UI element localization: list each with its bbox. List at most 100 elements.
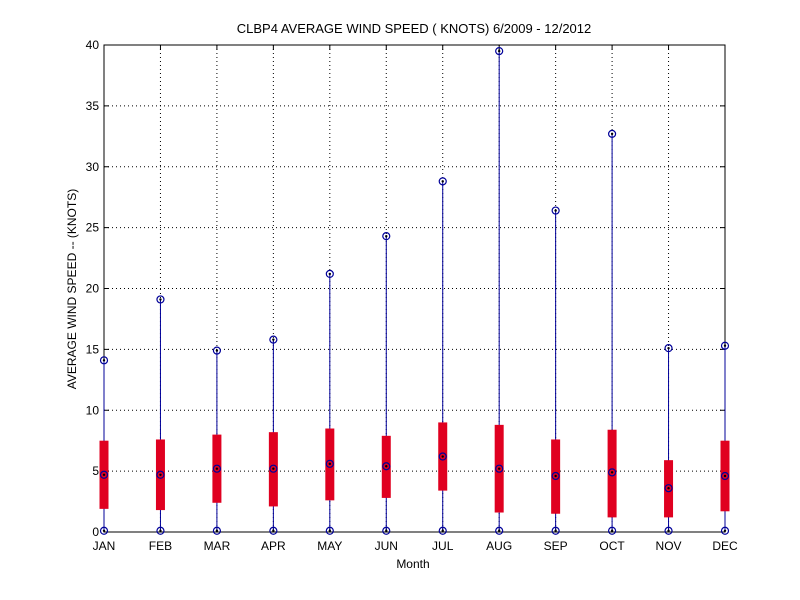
min-dot-jun	[385, 529, 388, 532]
median-dot-oct	[610, 471, 614, 474]
median-marker-feb	[156, 470, 165, 479]
median-marker-nov	[664, 484, 673, 493]
median-marker-jun	[382, 462, 391, 471]
max-marker-jun	[382, 232, 391, 241]
box-jun	[381, 232, 391, 535]
median-dot-nov	[667, 486, 670, 490]
median-dot-jun	[385, 465, 388, 468]
y-tick-label-20: 20	[86, 282, 100, 296]
iqr-box-oct	[607, 429, 617, 518]
min-marker-jul	[438, 526, 447, 535]
max-marker-nov	[664, 344, 673, 353]
max-marker-mar	[212, 346, 222, 355]
box-may	[325, 269, 335, 535]
max-marker-feb	[156, 295, 165, 304]
max-dot-sep	[554, 209, 557, 212]
median-dot-feb	[159, 473, 162, 476]
x-tick-label-feb: FEB	[149, 539, 172, 553]
max-marker-sep	[551, 206, 560, 215]
max-dot-jun	[385, 234, 388, 238]
x-tick-label-sep: SEP	[544, 539, 568, 553]
max-dot-nov	[667, 346, 670, 350]
max-dot-may	[328, 272, 332, 276]
box-nov	[664, 344, 674, 535]
median-marker-mar	[212, 464, 222, 473]
max-marker-jan	[99, 356, 109, 365]
x-tick-label-may: MAY	[317, 539, 342, 553]
median-dot-may	[328, 462, 332, 466]
y-tick-label-30: 30	[86, 160, 100, 174]
x-tick-label-mar: MAR	[204, 539, 231, 553]
min-marker-aug	[495, 526, 504, 535]
median-marker-jan	[99, 470, 109, 479]
x-tick-label-jun: JUN	[375, 539, 398, 553]
min-dot-feb	[159, 529, 162, 532]
max-dot-oct	[610, 132, 614, 136]
median-marker-may	[325, 459, 334, 468]
min-dot-sep	[554, 529, 557, 532]
box-sep	[551, 206, 561, 535]
median-marker-dec	[720, 471, 730, 481]
min-marker-jun	[382, 526, 391, 535]
box-feb	[155, 295, 165, 535]
x-tick-label-jul: JUL	[432, 539, 454, 553]
x-tick-label-jan: JAN	[93, 539, 116, 553]
box-jan	[99, 356, 109, 535]
box-jul	[438, 177, 448, 535]
chart-title: CLBP4 AVERAGE WIND SPEED ( KNOTS) 6/2009…	[237, 21, 592, 36]
min-marker-jan	[99, 526, 109, 535]
median-marker-aug	[495, 464, 504, 473]
x-tick-label-nov: NOV	[656, 539, 682, 553]
min-marker-mar	[212, 526, 222, 535]
median-marker-oct	[607, 468, 617, 477]
y-tick-label-40: 40	[86, 38, 100, 52]
box-apr	[268, 335, 278, 535]
median-dot-sep	[554, 474, 557, 478]
median-dot-jul	[441, 455, 444, 458]
min-dot-oct	[610, 529, 614, 532]
x-tick-label-oct: OCT	[599, 539, 625, 553]
y-tick-label-0: 0	[92, 525, 99, 539]
x-axis-label: Month	[396, 557, 429, 571]
y-tick-label-25: 25	[86, 221, 100, 235]
max-marker-aug	[495, 46, 504, 56]
min-marker-feb	[156, 526, 165, 535]
x-tick-label-apr: APR	[261, 539, 286, 553]
max-marker-oct	[607, 129, 617, 138]
median-dot-jan	[102, 473, 106, 476]
min-marker-sep	[551, 526, 560, 535]
y-tick-label-5: 5	[92, 464, 99, 478]
x-tick-label-dec: DEC	[712, 539, 738, 553]
median-dot-aug	[497, 467, 501, 470]
box-mar	[212, 346, 222, 535]
min-dot-aug	[497, 529, 501, 532]
max-dot-jul	[441, 180, 444, 183]
max-dot-mar	[215, 349, 219, 352]
median-dot-apr	[272, 467, 275, 470]
plot-area	[104, 45, 725, 532]
min-dot-dec	[723, 529, 727, 532]
max-dot-feb	[159, 298, 162, 301]
max-marker-dec	[720, 341, 730, 350]
box-aug	[494, 46, 504, 535]
min-marker-may	[325, 526, 334, 535]
min-dot-nov	[667, 529, 670, 532]
max-dot-aug	[497, 49, 501, 53]
max-dot-apr	[272, 338, 275, 341]
min-dot-may	[328, 529, 332, 532]
min-dot-mar	[215, 529, 219, 532]
y-tick-label-35: 35	[86, 99, 100, 113]
y-tick-label-10: 10	[86, 403, 100, 417]
median-dot-mar	[215, 467, 219, 470]
median-marker-sep	[551, 471, 560, 481]
box-oct	[607, 129, 617, 535]
min-dot-jan	[102, 529, 106, 532]
max-marker-jul	[438, 177, 447, 186]
x-tick-label-aug: AUG	[486, 539, 512, 553]
min-marker-apr	[269, 526, 278, 535]
box-dec	[720, 341, 730, 535]
min-marker-nov	[664, 526, 673, 535]
min-dot-jul	[441, 529, 444, 532]
